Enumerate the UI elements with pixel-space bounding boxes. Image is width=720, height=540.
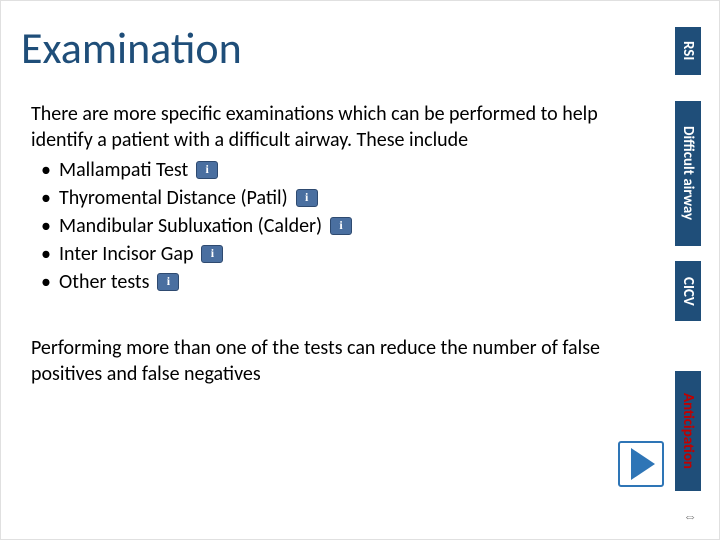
slide-container: Examination There are more specific exam… (0, 0, 720, 540)
tab-cicv[interactable]: CICV (675, 261, 701, 321)
info-icon[interactable]: i (196, 161, 218, 179)
bullet-list: Mallampati Test i Thyromental Distance (… (31, 157, 631, 295)
bullet-text: Mallampati Test (59, 157, 188, 183)
bullet-text: Mandibular Subluxation (Calder) (59, 213, 322, 239)
list-item: Mandibular Subluxation (Calder) i (31, 213, 631, 239)
tab-label: Difficult airway (679, 126, 697, 220)
info-icon[interactable]: i (201, 245, 223, 263)
page-title: Examination (21, 21, 242, 75)
bullet-text: Inter Incisor Gap (59, 241, 193, 267)
tab-anticipation[interactable]: Anticipation (675, 371, 701, 491)
tab-label: CICV (679, 277, 697, 306)
body-content: There are more specific examinations whi… (31, 101, 631, 387)
tab-label: Anticipation (679, 393, 697, 469)
bullet-text: Thyromental Distance (Patil) (59, 185, 288, 211)
tab-label: RSI (679, 41, 697, 60)
resize-icon: ⇔ (683, 508, 697, 525)
intro-text: There are more specific examinations whi… (31, 101, 631, 153)
tab-rsi[interactable]: RSI (675, 27, 701, 75)
play-icon (631, 448, 655, 480)
list-item: Other tests i (31, 269, 631, 295)
play-button[interactable] (618, 441, 664, 487)
footer-text: Performing more than one of the tests ca… (31, 335, 631, 387)
list-item: Inter Incisor Gap i (31, 241, 631, 267)
info-icon[interactable]: i (330, 217, 352, 235)
list-item: Mallampati Test i (31, 157, 631, 183)
bullet-text: Other tests (59, 269, 149, 295)
list-item: Thyromental Distance (Patil) i (31, 185, 631, 211)
tab-difficult-airway[interactable]: Difficult airway (675, 101, 701, 246)
info-icon[interactable]: i (296, 189, 318, 207)
info-icon[interactable]: i (157, 273, 179, 291)
